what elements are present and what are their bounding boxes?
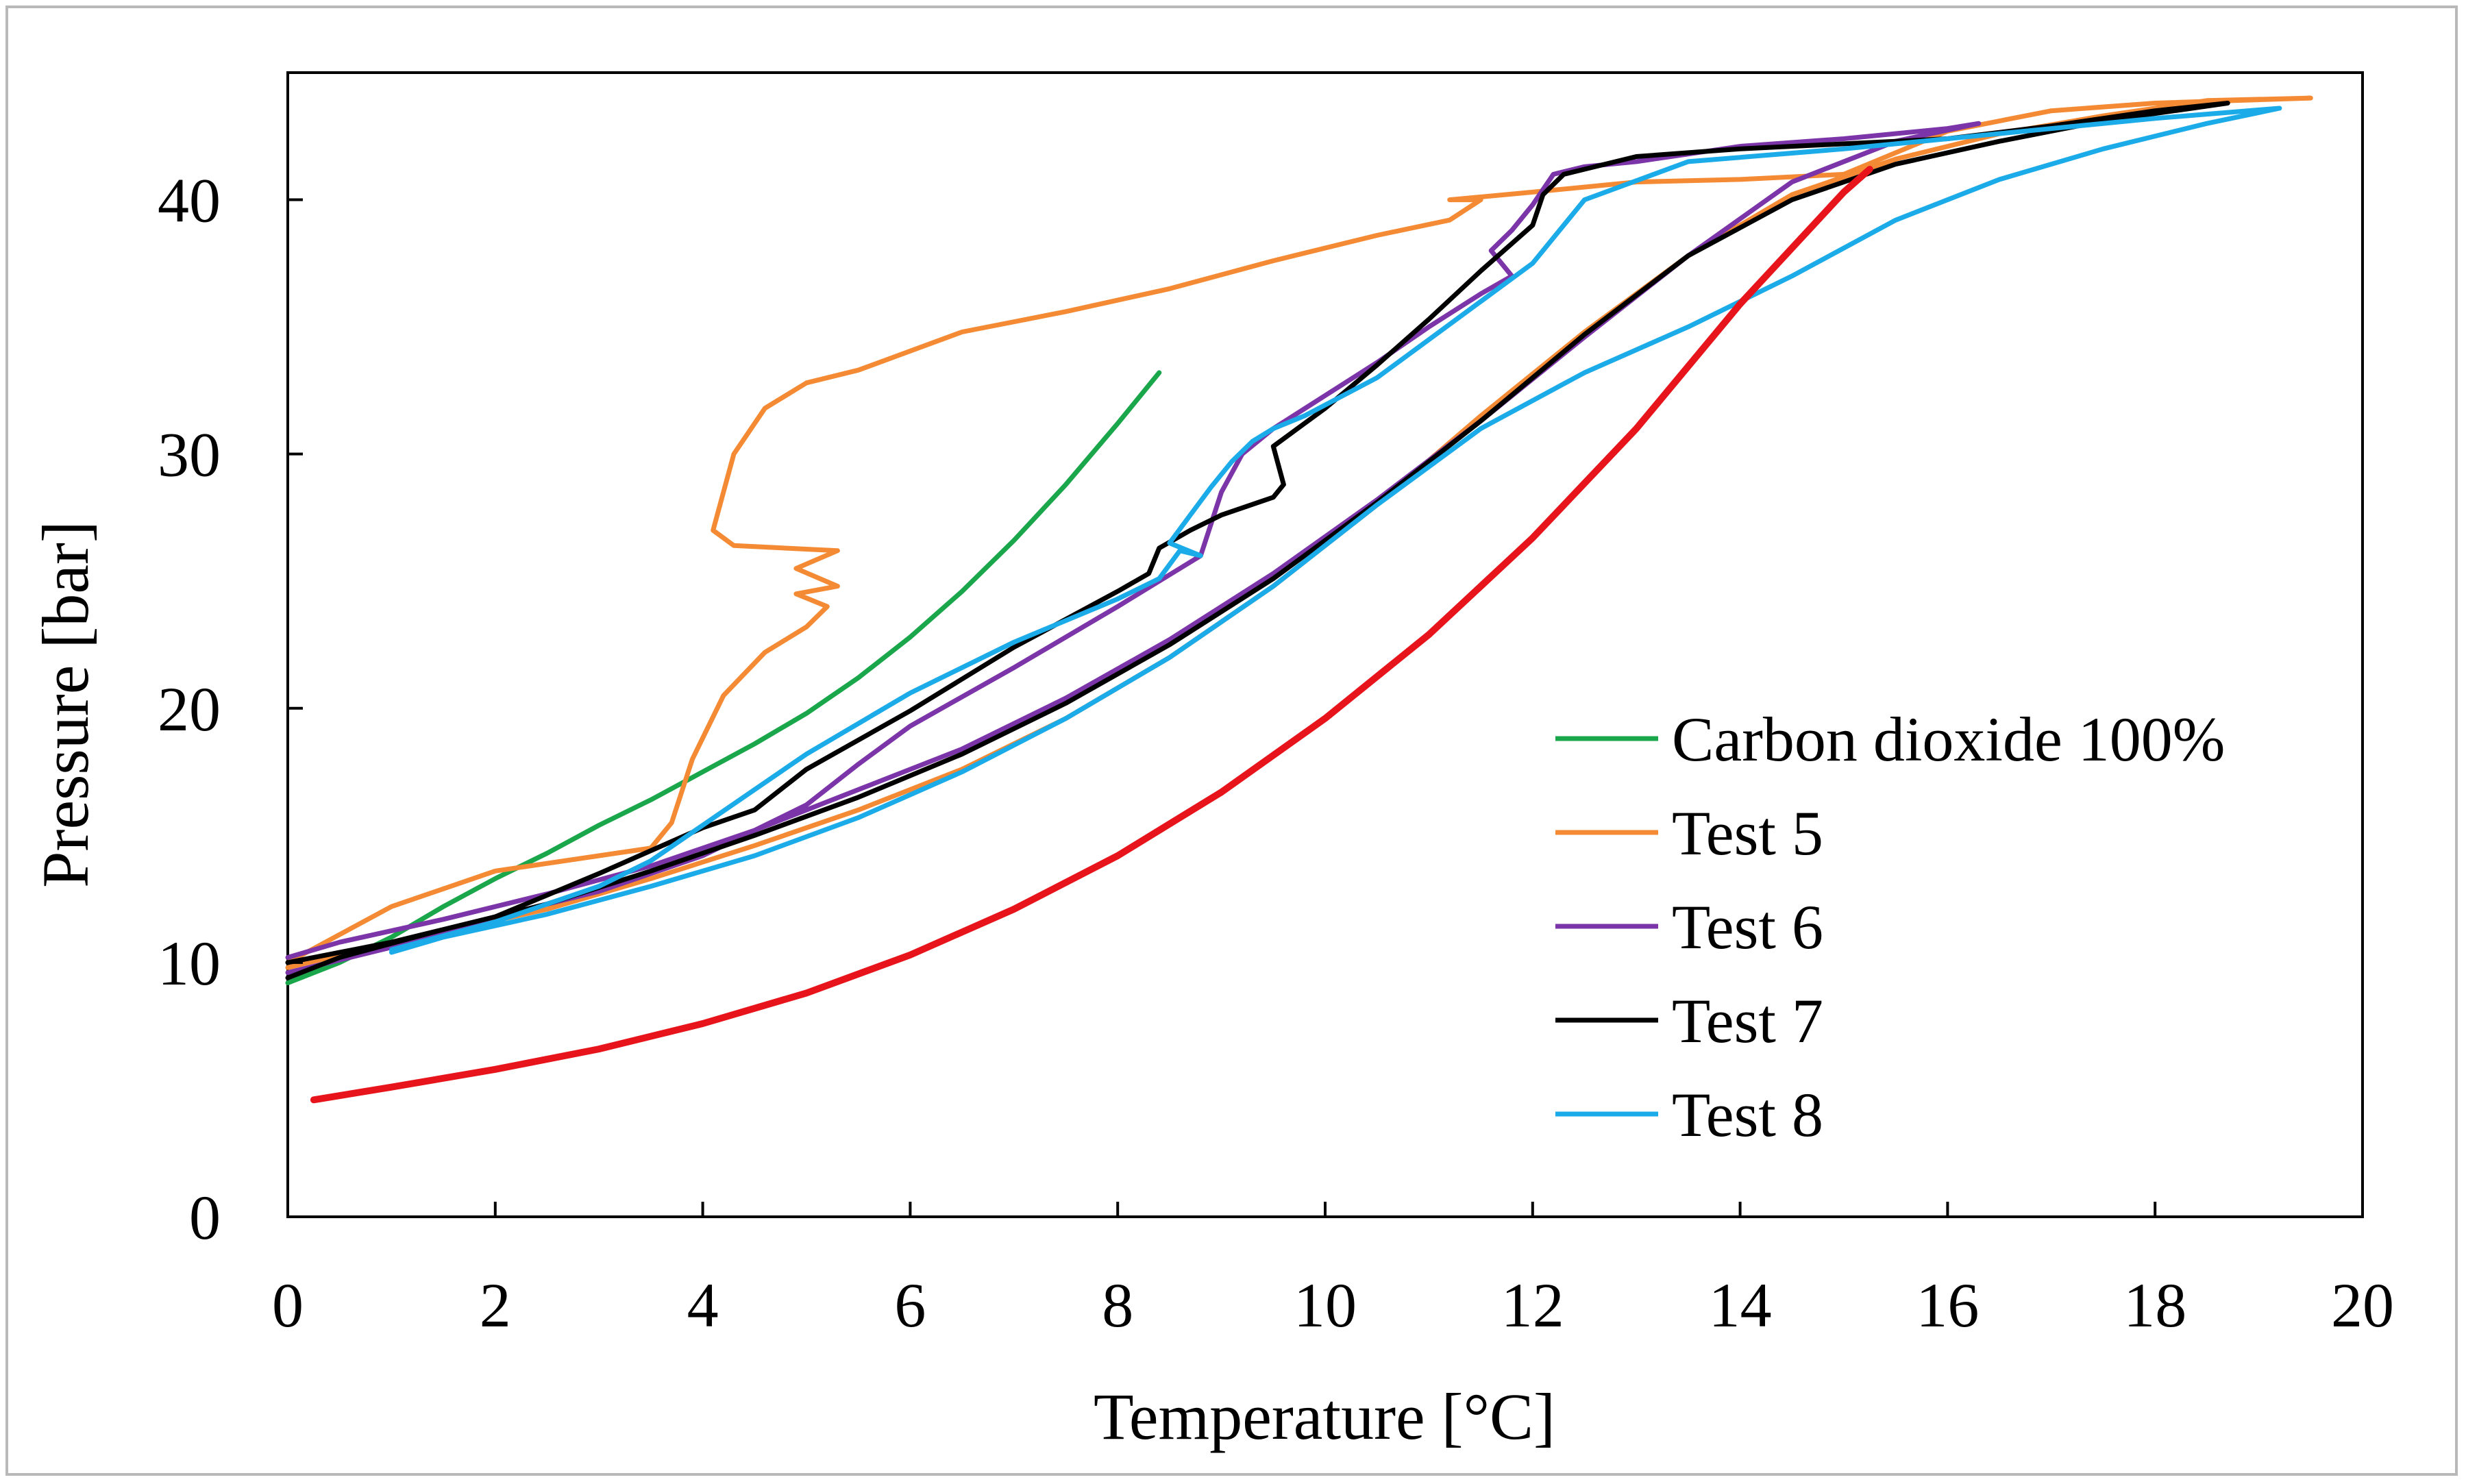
legend: Carbon dioxide 100% Test 5 Test 6 Test 7 Tes…	[1555, 704, 2225, 1150]
x-tick-label: 2	[480, 1270, 511, 1340]
legend-item: Test 6	[1555, 892, 1823, 962]
legend-item: Carbon dioxide 100%	[1555, 704, 2225, 774]
x-tick-label: 0	[272, 1270, 304, 1340]
axes-layer: 0 2 4 6 8 10 12 14 16 18 20 0 10 20 30 40	[158, 166, 2394, 1340]
y-tick-label: 40	[158, 166, 221, 236]
legend-label: Test 8	[1672, 1080, 1823, 1150]
legend-item: Test 7	[1555, 986, 1823, 1056]
y-tick-label: 30	[158, 420, 221, 490]
x-tick-label: 6	[894, 1270, 926, 1340]
y-tick-label: 20	[158, 674, 221, 744]
y-tick-label: 10	[158, 928, 221, 998]
x-tick-label: 14	[1709, 1270, 1772, 1340]
x-tick-label: 12	[1501, 1270, 1564, 1340]
series-line-test-5	[285, 95, 2313, 970]
series-line-carbon-dioxide-100	[285, 370, 1162, 986]
x-tick-label: 18	[2123, 1270, 2186, 1340]
x-tick-label: 8	[1102, 1270, 1133, 1340]
legend-label: Test 5	[1672, 798, 1823, 868]
x-tick-label: 4	[687, 1270, 719, 1340]
x-tick-label: 10	[1294, 1270, 1357, 1340]
legend-label: Carbon dioxide 100%	[1672, 704, 2225, 774]
series-layer	[285, 95, 2313, 1104]
plot-area	[286, 71, 2364, 1218]
series-line-test-8	[389, 106, 2282, 955]
x-tick-label: 20	[2331, 1270, 2394, 1340]
series-line-test-6	[285, 121, 1982, 976]
legend-item: Test 5	[1555, 798, 1823, 868]
figure-frame	[5, 5, 2458, 1476]
x-axis-title: Temperature [°C]	[1094, 1380, 1555, 1453]
series-line-test-7	[285, 101, 2230, 980]
legend-label: Test 7	[1672, 986, 1823, 1056]
y-tick-label: 0	[189, 1183, 221, 1252]
series-line-equilibrium-curve	[310, 166, 1873, 1104]
legend-label: Test 6	[1672, 892, 1823, 962]
plot-border	[286, 71, 2364, 1218]
y-axis-title: Pressure [bar]	[29, 521, 102, 888]
x-tick-label: 16	[1916, 1270, 1979, 1340]
legend-item: Test 8	[1555, 1080, 1823, 1150]
